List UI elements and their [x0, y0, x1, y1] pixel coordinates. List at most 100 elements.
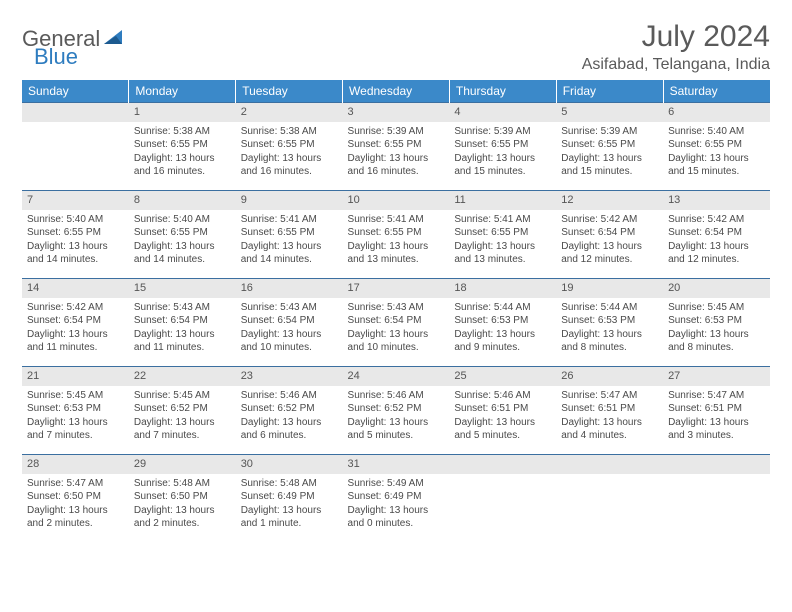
day-body: Sunrise: 5:41 AMSunset: 6:55 PMDaylight:… [343, 210, 450, 271]
sunrise-line: Sunrise: 5:38 AM [241, 125, 338, 139]
calendar-day-cell: 8 Sunrise: 5:40 AMSunset: 6:55 PMDaylight… [129, 191, 236, 279]
calendar-week-row: 1Sunrise: 5:38 AMSunset: 6:55 PMDaylight… [22, 103, 770, 191]
daylight-line: Daylight: 13 hours and 16 minutes. [134, 152, 231, 179]
sunrise-line: Sunrise: 5:43 AM [241, 301, 338, 315]
daylight-line: Daylight: 13 hours and 14 minutes. [134, 240, 231, 267]
day-number: 25 [449, 367, 556, 386]
sunrise-line: Sunrise: 5:45 AM [27, 389, 124, 403]
day-body: Sunrise: 5:43 AMSunset: 6:54 PMDaylight:… [129, 298, 236, 359]
sunset-line: Sunset: 6:50 PM [134, 490, 231, 504]
day-body: Sunrise: 5:42 AMSunset: 6:54 PMDaylight:… [556, 210, 663, 271]
calendar-day-cell: 10Sunrise: 5:41 AMSunset: 6:55 PMDayligh… [343, 191, 450, 279]
calendar-day-cell: 26Sunrise: 5:47 AMSunset: 6:51 PMDayligh… [556, 367, 663, 455]
calendar-day-cell: 29Sunrise: 5:48 AMSunset: 6:50 PMDayligh… [129, 455, 236, 543]
sunset-line: Sunset: 6:53 PM [454, 314, 551, 328]
daylight-line: Daylight: 13 hours and 0 minutes. [348, 504, 445, 531]
day-body: Sunrise: 5:46 AMSunset: 6:52 PMDaylight:… [236, 386, 343, 447]
daylight-line: Daylight: 13 hours and 15 minutes. [668, 152, 765, 179]
day-number: 16 [236, 279, 343, 298]
day-number: 30 [236, 455, 343, 474]
daylight-line: Daylight: 13 hours and 14 minutes. [241, 240, 338, 267]
daylight-line: Daylight: 13 hours and 16 minutes. [241, 152, 338, 179]
daylight-line: Daylight: 13 hours and 14 minutes. [27, 240, 124, 267]
sunrise-line: Sunrise: 5:47 AM [27, 477, 124, 491]
sunrise-line: Sunrise: 5:46 AM [241, 389, 338, 403]
calendar-day-cell: 11Sunrise: 5:41 AMSunset: 6:55 PMDayligh… [449, 191, 556, 279]
sunset-line: Sunset: 6:54 PM [348, 314, 445, 328]
calendar-week-row: 28Sunrise: 5:47 AMSunset: 6:50 PMDayligh… [22, 455, 770, 543]
daylight-line: Daylight: 13 hours and 2 minutes. [134, 504, 231, 531]
day-number: 28 [22, 455, 129, 474]
day-number: 27 [663, 367, 770, 386]
calendar-day-cell: 15Sunrise: 5:43 AMSunset: 6:54 PMDayligh… [129, 279, 236, 367]
day-body: Sunrise: 5:47 AMSunset: 6:51 PMDaylight:… [556, 386, 663, 447]
day-body: Sunrise: 5:43 AMSunset: 6:54 PMDaylight:… [236, 298, 343, 359]
calendar-body: 1Sunrise: 5:38 AMSunset: 6:55 PMDaylight… [22, 103, 770, 543]
daylight-line: Daylight: 13 hours and 13 minutes. [454, 240, 551, 267]
daylight-line: Daylight: 13 hours and 2 minutes. [27, 504, 124, 531]
calendar-table: SundayMondayTuesdayWednesdayThursdayFrid… [22, 80, 770, 543]
day-number: 24 [343, 367, 450, 386]
sunset-line: Sunset: 6:55 PM [348, 138, 445, 152]
daylight-line: Daylight: 13 hours and 15 minutes. [561, 152, 658, 179]
sunset-line: Sunset: 6:55 PM [454, 138, 551, 152]
day-number: 2 [236, 103, 343, 122]
day-number: 7 [22, 191, 129, 210]
daylight-line: Daylight: 13 hours and 13 minutes. [348, 240, 445, 267]
calendar-day-cell: 5Sunrise: 5:39 AMSunset: 6:55 PMDaylight… [556, 103, 663, 191]
calendar-day-cell: 13Sunrise: 5:42 AMSunset: 6:54 PMDayligh… [663, 191, 770, 279]
triangle-icon [102, 28, 124, 51]
day-body: Sunrise: 5:41 AMSunset: 6:55 PMDaylight:… [449, 210, 556, 271]
day-number: 21 [22, 367, 129, 386]
day-number: 15 [129, 279, 236, 298]
calendar-day-cell: 3Sunrise: 5:39 AMSunset: 6:55 PMDaylight… [343, 103, 450, 191]
sunrise-line: Sunrise: 5:41 AM [454, 213, 551, 227]
day-number: 8 [129, 191, 236, 210]
sunset-line: Sunset: 6:51 PM [561, 402, 658, 416]
sunrise-line: Sunrise: 5:47 AM [668, 389, 765, 403]
sunset-line: Sunset: 6:50 PM [27, 490, 124, 504]
daylight-line: Daylight: 13 hours and 10 minutes. [241, 328, 338, 355]
day-body: Sunrise: 5:48 AMSunset: 6:49 PMDaylight:… [236, 474, 343, 535]
daylight-line: Daylight: 13 hours and 3 minutes. [668, 416, 765, 443]
day-number-empty [22, 103, 129, 122]
day-number: 26 [556, 367, 663, 386]
sunset-line: Sunset: 6:49 PM [241, 490, 338, 504]
day-body: Sunrise: 5:38 AMSunset: 6:55 PMDaylight:… [129, 122, 236, 183]
sunrise-line: Sunrise: 5:45 AM [134, 389, 231, 403]
calendar-day-cell: 2Sunrise: 5:38 AMSunset: 6:55 PMDaylight… [236, 103, 343, 191]
day-body: Sunrise: 5:46 AMSunset: 6:51 PMDaylight:… [449, 386, 556, 447]
daylight-line: Daylight: 13 hours and 5 minutes. [348, 416, 445, 443]
sunrise-line: Sunrise: 5:42 AM [668, 213, 765, 227]
sunset-line: Sunset: 6:55 PM [134, 226, 231, 240]
sunrise-line: Sunrise: 5:43 AM [348, 301, 445, 315]
calendar-day-cell: 24Sunrise: 5:46 AMSunset: 6:52 PMDayligh… [343, 367, 450, 455]
daylight-line: Daylight: 13 hours and 16 minutes. [348, 152, 445, 179]
sunset-line: Sunset: 6:55 PM [668, 138, 765, 152]
daylight-line: Daylight: 13 hours and 15 minutes. [454, 152, 551, 179]
sunrise-line: Sunrise: 5:40 AM [134, 213, 231, 227]
calendar-day-cell: 25Sunrise: 5:46 AMSunset: 6:51 PMDayligh… [449, 367, 556, 455]
calendar-day-cell: 18Sunrise: 5:44 AMSunset: 6:53 PMDayligh… [449, 279, 556, 367]
daylight-line: Daylight: 13 hours and 7 minutes. [134, 416, 231, 443]
day-body: Sunrise: 5:42 AMSunset: 6:54 PMDaylight:… [663, 210, 770, 271]
daylight-line: Daylight: 13 hours and 11 minutes. [134, 328, 231, 355]
brand-blue-wrap: Blue [34, 44, 78, 70]
day-number: 31 [343, 455, 450, 474]
calendar-week-row: 7Sunrise: 5:40 AMSunset: 6:55 PMDaylight… [22, 191, 770, 279]
sunset-line: Sunset: 6:52 PM [241, 402, 338, 416]
sunset-line: Sunset: 6:55 PM [561, 138, 658, 152]
weekday-header: Thursday [449, 80, 556, 103]
sunset-line: Sunset: 6:51 PM [668, 402, 765, 416]
day-body: Sunrise: 5:44 AMSunset: 6:53 PMDaylight:… [556, 298, 663, 359]
sunset-line: Sunset: 6:53 PM [561, 314, 658, 328]
sunrise-line: Sunrise: 5:39 AM [348, 125, 445, 139]
daylight-line: Daylight: 13 hours and 8 minutes. [668, 328, 765, 355]
day-number-empty [556, 455, 663, 474]
sunrise-line: Sunrise: 5:48 AM [134, 477, 231, 491]
daylight-line: Daylight: 13 hours and 7 minutes. [27, 416, 124, 443]
calendar-day-cell: 6Sunrise: 5:40 AMSunset: 6:55 PMDaylight… [663, 103, 770, 191]
sunset-line: Sunset: 6:55 PM [27, 226, 124, 240]
day-body: Sunrise: 5:39 AMSunset: 6:55 PMDaylight:… [343, 122, 450, 183]
sunrise-line: Sunrise: 5:44 AM [454, 301, 551, 315]
